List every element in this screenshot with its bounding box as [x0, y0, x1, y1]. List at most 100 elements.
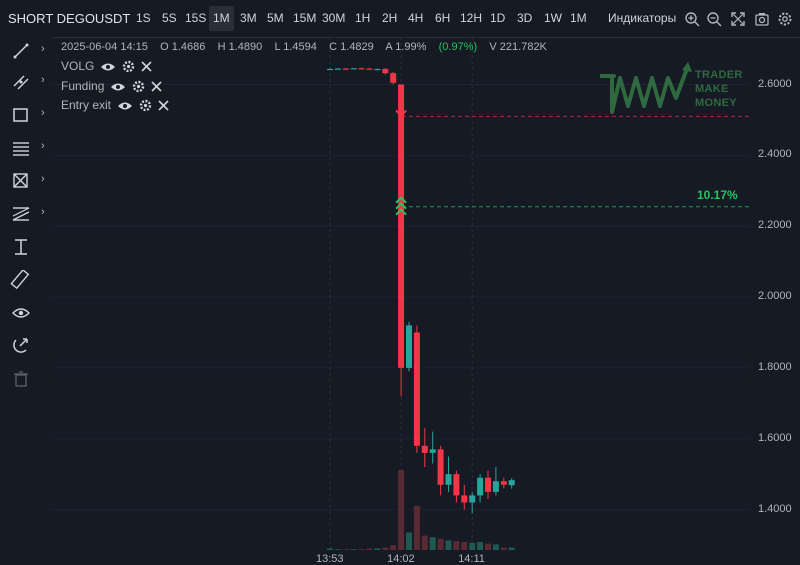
candle-body: [500, 481, 507, 485]
candle: [406, 321, 412, 372]
volume-bar: [366, 548, 373, 550]
close-icon[interactable]: [151, 81, 162, 92]
legend-row[interactable]: Funding: [61, 79, 162, 93]
price-chart[interactable]: [52, 37, 750, 550]
settings-icon[interactable]: [777, 11, 793, 27]
candle: [374, 68, 381, 71]
price-tick-label: 2.2000: [758, 219, 792, 232]
eye-icon[interactable]: [100, 61, 116, 73]
timeframe-3m[interactable]: 3M: [240, 11, 257, 25]
candle: [398, 84, 405, 397]
chevron-right-icon[interactable]: ›: [41, 140, 45, 152]
gann-icon[interactable]: [10, 204, 32, 224]
time-tick-label: 13:53: [316, 553, 344, 565]
drawing-toolbar: › › › › › ›: [0, 37, 52, 563]
candle-body: [508, 480, 515, 486]
volume-bar: [406, 532, 412, 550]
candle: [342, 67, 349, 70]
eye-icon[interactable]: [117, 100, 133, 112]
timeframe-15m[interactable]: 15M: [293, 11, 317, 25]
logo-line-3: MONEY: [695, 97, 737, 109]
timeframe-1h[interactable]: 1H: [355, 11, 371, 25]
screenshot-icon[interactable]: [754, 11, 770, 27]
pattern-icon[interactable]: [10, 171, 32, 191]
profit-percent-label: 10.17%: [697, 188, 738, 202]
candle: [485, 470, 491, 499]
fib-icon[interactable]: [10, 72, 32, 92]
price-axis[interactable]: 2.6000 2.4000 2.2000 2.0000 1.8000 1.6000 1.40…: [750, 37, 800, 550]
ohlc-volume: V 221.782K: [489, 41, 547, 53]
chevron-right-icon[interactable]: ›: [41, 107, 45, 119]
rectangle-icon[interactable]: [10, 105, 32, 125]
volume-bar: [437, 538, 444, 550]
trade-markers: [395, 109, 407, 216]
candle-body: [469, 495, 476, 503]
eye-icon[interactable]: [10, 303, 32, 323]
timeframe-5s[interactable]: 5S: [162, 11, 177, 25]
timeframe-3d[interactable]: 3D: [517, 11, 533, 25]
chevron-right-icon[interactable]: ›: [41, 173, 45, 185]
logo-line-1: TRADER: [695, 69, 743, 81]
volume-bars: [327, 470, 515, 550]
legend-label: VOLG: [61, 59, 95, 73]
price-tick-label: 1.6000: [758, 431, 792, 444]
volume-bar: [413, 506, 420, 550]
timeframe-30m[interactable]: 30M: [322, 11, 346, 25]
legend-row[interactable]: VOLG: [61, 59, 152, 73]
volume-bar: [374, 548, 381, 550]
exit-marker-icon: [395, 196, 407, 204]
indicators-button[interactable]: Индикаторы: [608, 11, 677, 25]
candle: [390, 71, 397, 85]
timeframe-4h[interactable]: 4H: [408, 11, 424, 25]
trend-line-icon[interactable]: [10, 41, 32, 61]
candle: [413, 325, 420, 453]
candle: [445, 456, 452, 492]
candle-body: [342, 68, 349, 70]
candle: [477, 474, 484, 503]
chevron-right-icon[interactable]: ›: [41, 74, 45, 86]
timeframe-2h[interactable]: 2H: [382, 11, 398, 25]
legend-row[interactable]: Entry exit: [61, 98, 169, 112]
candle-body: [350, 68, 357, 70]
eye-icon[interactable]: [110, 81, 126, 93]
chevron-right-icon[interactable]: ›: [41, 43, 45, 55]
candle: [492, 467, 499, 496]
symbol-label[interactable]: SHORT DEGOUSDT: [8, 11, 131, 26]
time-axis[interactable]: 13:53 14:02 14:11: [52, 550, 750, 565]
gear-icon[interactable]: [139, 99, 152, 112]
gear-icon[interactable]: [122, 60, 135, 73]
timeframe-1d[interactable]: 1D: [490, 11, 506, 25]
measure-icon[interactable]: [10, 237, 32, 257]
time-tick-label: 14:02: [387, 553, 415, 565]
timeframe-12h[interactable]: 12H: [460, 11, 483, 25]
gear-icon[interactable]: [132, 80, 145, 93]
ohlc-pct-change: (0.97%): [438, 41, 478, 53]
timeframe-5m[interactable]: 5M: [267, 11, 284, 25]
entry-marker-icon: [395, 109, 407, 118]
candle: [469, 491, 476, 514]
close-icon[interactable]: [158, 100, 169, 111]
magnet-icon[interactable]: [10, 336, 32, 356]
timeframe-1w[interactable]: 1W: [544, 11, 562, 25]
close-icon[interactable]: [141, 61, 152, 72]
fullscreen-icon[interactable]: [730, 11, 746, 27]
candle: [382, 68, 389, 75]
timeframe-6h[interactable]: 6H: [435, 11, 451, 25]
zoom-out-icon[interactable]: [706, 11, 722, 27]
timeframe-1s[interactable]: 1S: [136, 11, 151, 25]
brand-logo: TRADER MAKE MONEY: [598, 62, 748, 118]
ruler-icon[interactable]: [10, 270, 32, 290]
candle: [327, 68, 333, 71]
timeframe-1m[interactable]: 1M: [209, 6, 234, 31]
volume-bar: [358, 549, 365, 550]
trash-icon[interactable]: [10, 369, 32, 389]
lines-icon[interactable]: [10, 138, 32, 158]
candle: [437, 445, 444, 496]
chevron-right-icon[interactable]: ›: [41, 206, 45, 218]
exit-marker-icon: [395, 208, 407, 216]
logo-mark-icon: [600, 62, 692, 114]
timeframe-15s[interactable]: 15S: [185, 11, 207, 25]
legend-label: Funding: [61, 79, 105, 93]
timeframe-1m[interactable]: 1M: [570, 11, 587, 25]
zoom-in-icon[interactable]: [684, 11, 700, 27]
